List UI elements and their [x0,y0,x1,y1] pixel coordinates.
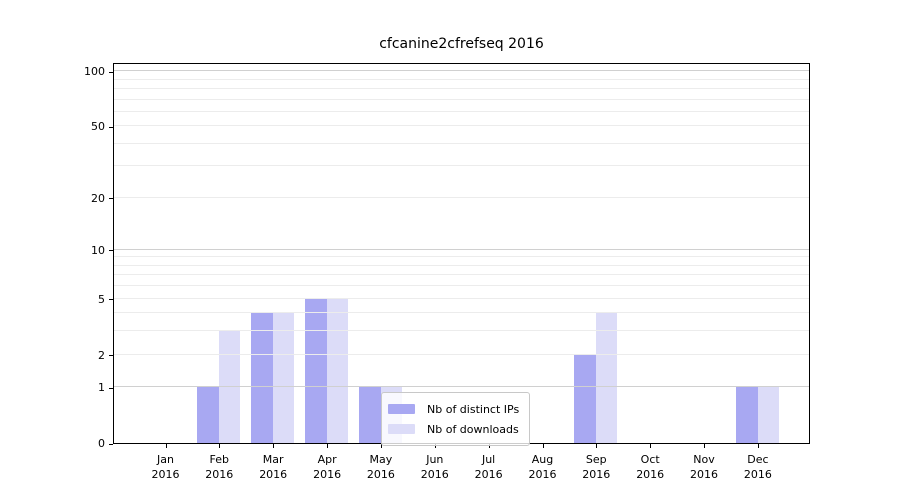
bar-distinct-ips-may [358,387,381,443]
gridline-100 [114,70,809,71]
chart-title: cfcanine2cfrefseq 2016 [379,36,544,52]
y-tick-label-5: 5 [98,292,105,306]
gridline-70 [114,98,809,100]
gridline-4 [114,312,809,314]
y-tick-label-0: 0 [98,437,105,450]
y-tick-mark-0 [109,443,113,445]
y-tick-mark-20 [109,198,113,200]
gridline-40 [114,142,809,144]
gridline-1 [114,386,809,388]
legend: Nb of distinct IPs Nb of downloads [381,392,531,446]
x-tick-mark-7 [488,444,490,448]
y-tick-mark-10 [109,250,113,252]
gridline-3 [114,330,809,332]
bar-downloads-dec [757,387,779,443]
x-tick-mark-8 [542,444,544,448]
gridline-50 [114,125,809,127]
x-tick-mark-5 [380,444,382,448]
y-tick-mark-5 [109,299,113,301]
legend-label: Nb of downloads [427,422,519,436]
x-tick-mark-6 [434,444,436,448]
legend-swatch-downloads [388,424,415,434]
x-tick-mark-12 [757,444,759,448]
legend-item-distinct-ips: Nb of distinct IPs [388,399,519,419]
gridline-6 [114,285,809,287]
y-tick-label-2: 2 [98,348,105,362]
y-tick-label-10: 10 [91,243,105,257]
x-tick-mark-11 [704,444,705,448]
bar-distinct-ips-feb [197,387,220,443]
x-tick-label-4: Apr 2016 [313,453,342,481]
x-tick-label-9: Sep 2016 [582,453,611,481]
gridline-80 [114,87,809,89]
y-tick-mark-2 [109,355,113,356]
gridline-2 [114,353,809,355]
x-tick-mark-10 [650,444,652,448]
x-tick-label-12: Dec 2016 [743,453,772,481]
y-tick-label-20: 20 [91,191,105,205]
plot-area [113,63,810,444]
bar-downloads-apr [327,298,349,443]
y-tick-mark-100 [109,71,113,73]
x-tick-label-11: Nov 2016 [690,453,718,481]
x-tick-label-1: Jan 2016 [151,453,180,481]
gridline-30 [114,165,809,167]
gridline-90 [114,78,809,80]
gridline-60 [114,110,809,112]
y-tick-label-50: 50 [91,120,105,134]
gridline-7 [114,274,809,276]
x-tick-mark-2 [219,444,221,448]
bar-distinct-ips-sep [574,354,597,443]
bar-downloads-feb [219,331,241,443]
gridline-20 [114,196,809,198]
y-tick-label-100: 100 [84,65,105,78]
gridline-8 [114,264,809,266]
gridline-9 [114,256,809,258]
x-tick-mark-9 [596,444,598,448]
y-tick-mark-50 [109,126,113,128]
y-tick-mark-1 [109,387,113,389]
bar-distinct-ips-dec [735,387,758,443]
y-tick-label-1: 1 [98,381,105,395]
bar-downloads-sep [596,313,618,443]
x-tick-mark-1 [165,444,167,448]
legend-swatch-distinct-ips [388,404,415,414]
x-tick-mark-4 [327,444,329,448]
gridline-10 [114,248,809,250]
x-tick-mark-3 [273,444,275,448]
bar-distinct-ips-mar [251,313,274,443]
x-tick-label-6: Jun 2016 [420,453,449,481]
legend-item-downloads: Nb of downloads [388,419,519,439]
bar-downloads-mar [273,313,295,443]
x-tick-label-7: Jul 2016 [474,453,503,481]
x-tick-label-3: Mar 2016 [259,453,288,481]
x-tick-label-5: May 2016 [366,453,395,481]
x-tick-label-8: Aug 2016 [528,453,557,481]
gridline-5 [114,297,809,299]
x-tick-label-2: Feb 2016 [205,453,234,481]
x-tick-label-10: Oct 2016 [636,453,665,481]
bar-distinct-ips-apr [305,298,328,443]
legend-label: Nb of distinct IPs [427,402,520,416]
